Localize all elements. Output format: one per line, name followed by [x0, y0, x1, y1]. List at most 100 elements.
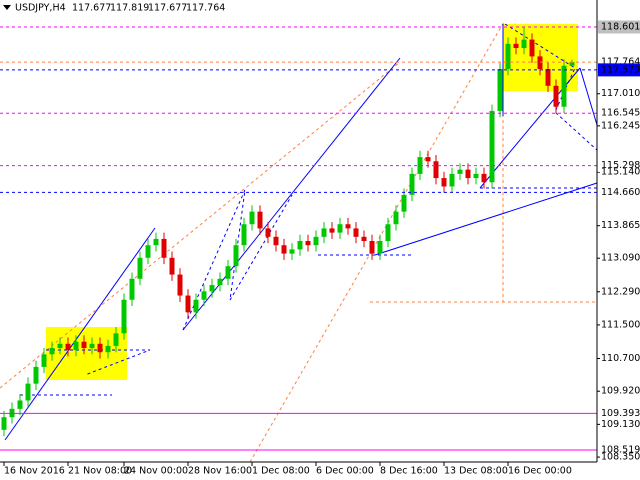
candle-body — [329, 228, 335, 233]
x-tick-label: 21 Nov 08:00 — [68, 466, 132, 477]
candle-body — [121, 299, 127, 334]
candle-body — [265, 228, 271, 237]
y-tick-label: 116.245 — [601, 120, 640, 131]
level-label: 117.579 — [601, 64, 640, 75]
y-tick-label: 109.920 — [601, 386, 640, 397]
candle-body — [425, 157, 431, 162]
candle-body — [529, 39, 535, 57]
candle-body — [569, 62, 575, 66]
y-tick-label: 110.700 — [601, 353, 640, 364]
candle-body — [225, 266, 231, 279]
candle-body — [537, 56, 543, 69]
header-high: 117.819 — [110, 3, 149, 14]
candle-body — [481, 173, 487, 183]
level-label-box — [598, 63, 640, 77]
y-tick-label: 111.500 — [601, 319, 640, 330]
header-open: 117.677 — [72, 3, 111, 14]
y-tick-label: 109.130 — [601, 419, 640, 430]
level-label: 117.764 — [601, 57, 640, 68]
candle-body — [385, 224, 391, 242]
candle-body — [233, 245, 239, 267]
level-label-box — [598, 159, 640, 173]
candle-body — [489, 110, 495, 183]
candle-body — [113, 333, 119, 346]
level-label: 118.601 — [601, 21, 640, 32]
level-label: 114.660 — [601, 187, 640, 198]
candle-body — [217, 278, 223, 286]
candle-body — [449, 173, 455, 187]
candle-body — [457, 169, 463, 174]
candle-body — [545, 68, 551, 86]
candle-body — [89, 343, 95, 348]
channel-lines — [0, 19, 597, 463]
level-label: 108.519 — [601, 445, 640, 456]
y-tick-label: 113.090 — [601, 253, 640, 264]
level-label-box — [598, 20, 640, 34]
candle-body — [209, 285, 215, 292]
candle-body — [281, 245, 287, 254]
candle-body — [33, 366, 39, 384]
header-close: 117.764 — [186, 3, 225, 14]
candle-body — [433, 161, 439, 179]
y-tick-label: 115.140 — [601, 167, 640, 178]
candle-body — [313, 236, 319, 246]
y-tick-label: 113.865 — [601, 220, 640, 231]
candle-body — [145, 245, 151, 258]
candle-body — [561, 65, 567, 107]
candle-body — [305, 241, 311, 246]
x-tick-label: 16 Nov 2016 — [4, 466, 65, 477]
header-symbol: USDJPY,H4 — [15, 3, 66, 14]
candle-body — [353, 228, 359, 237]
candle-body — [25, 383, 31, 401]
candle-body — [73, 341, 79, 351]
x-tick-label: 16 Dec 00:00 — [508, 466, 572, 477]
candle-body — [193, 299, 199, 313]
candle-body — [345, 224, 351, 229]
candle-body — [185, 295, 191, 313]
candle-body — [257, 211, 263, 229]
candle-body — [17, 400, 23, 409]
x-tick-label: 28 Nov 16:00 — [188, 466, 252, 477]
candle-body — [105, 345, 111, 353]
level-label: 109.393 — [601, 408, 640, 419]
level-label-box — [598, 106, 640, 120]
candle-body — [505, 43, 511, 69]
candle-body — [521, 39, 527, 48]
candle-body — [465, 169, 471, 179]
x-tick-label: 8 Dec 16:00 — [380, 466, 438, 477]
candle-body — [153, 238, 159, 246]
x-tick-label: 6 Dec 00:00 — [316, 466, 374, 477]
candle-body — [81, 341, 87, 348]
x-tick-label: 13 Dec 08:00 — [444, 466, 508, 477]
candle-body — [241, 224, 247, 246]
candle-body — [289, 249, 295, 254]
candle-body — [297, 241, 303, 250]
level-label-box — [598, 185, 640, 199]
candle-body — [337, 224, 343, 233]
candle-body — [321, 228, 327, 237]
candle-body — [137, 257, 143, 279]
candle-body — [161, 238, 167, 258]
header-low: 117.677 — [148, 3, 187, 14]
candle-body — [249, 211, 255, 225]
candle-body — [177, 274, 183, 296]
level-label-box — [598, 406, 640, 420]
candle-body — [49, 348, 55, 355]
candle-body — [97, 343, 103, 353]
candle-body — [369, 241, 375, 254]
y-tick-label: 117.010 — [601, 88, 640, 99]
x-tick-label: 1 Dec 08:00 — [252, 466, 310, 477]
candle-body — [553, 85, 559, 107]
candle-body — [201, 291, 207, 300]
candle-body — [377, 241, 383, 254]
candle-body — [409, 173, 415, 195]
level-label: 115.298 — [601, 160, 640, 171]
candle-body — [393, 211, 399, 225]
candle-body — [57, 343, 63, 348]
x-tick-label: 24 Nov 00:00 — [124, 466, 188, 477]
candle-body — [401, 194, 407, 212]
candle-body — [497, 68, 503, 111]
candle-body — [41, 354, 47, 367]
header-icon — [3, 5, 11, 10]
